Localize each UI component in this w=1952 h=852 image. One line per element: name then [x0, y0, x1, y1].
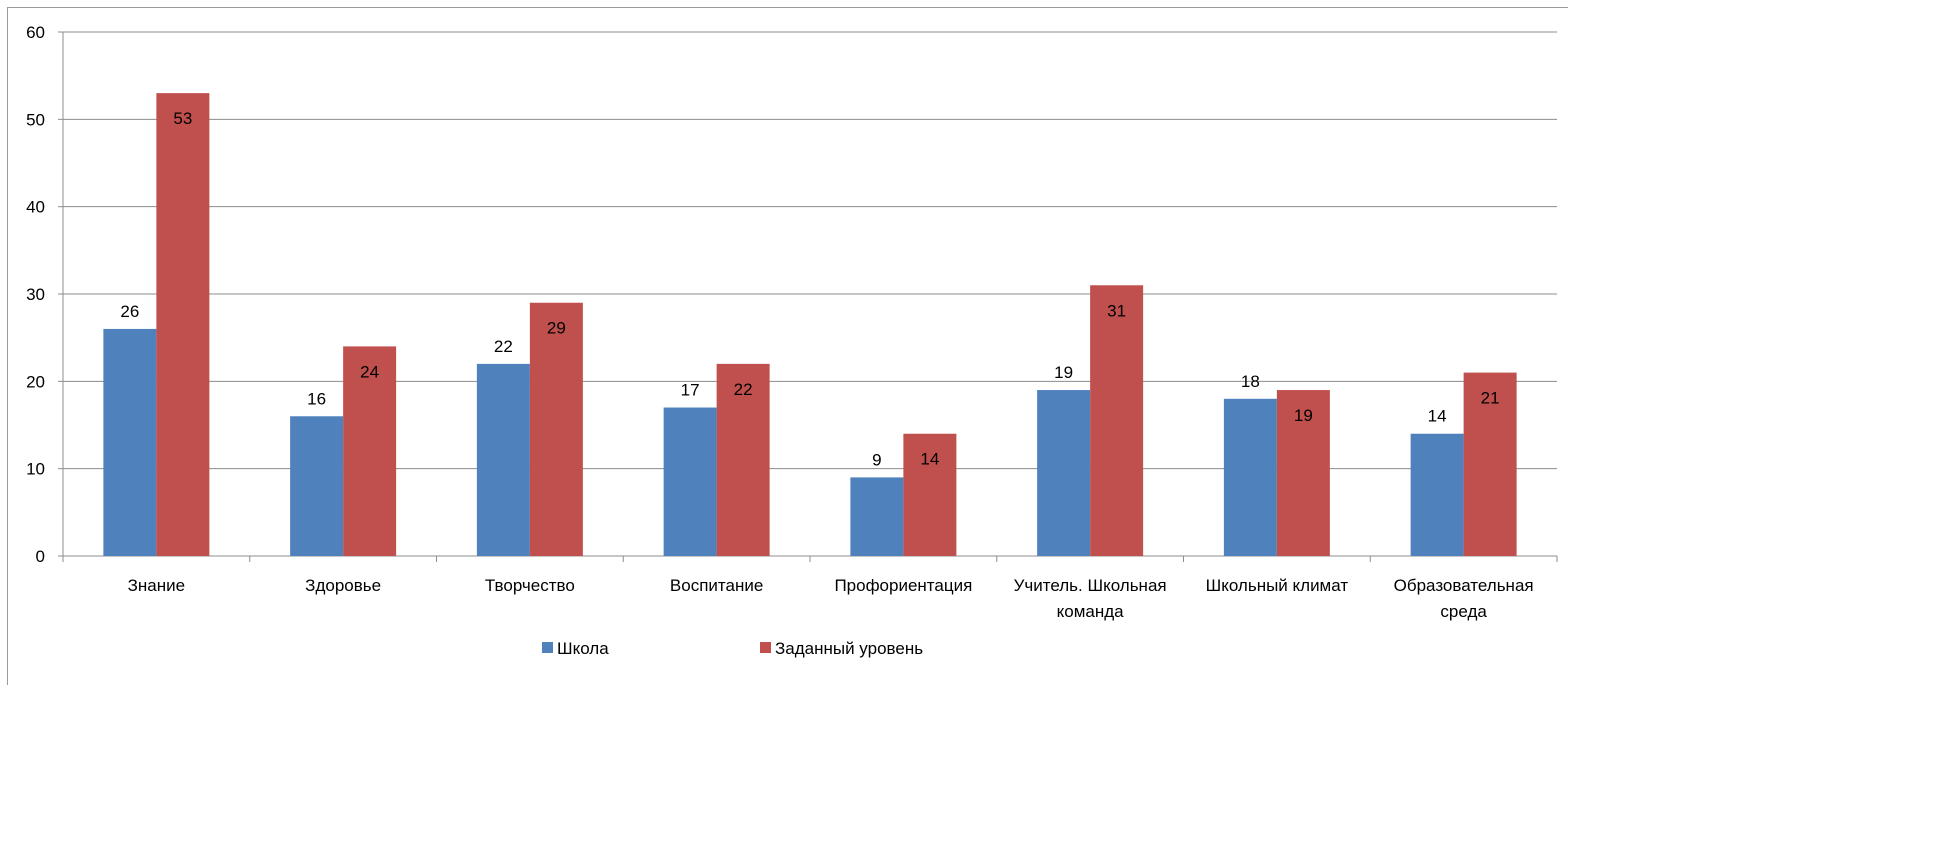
bar-zadannyi-uroven: [1463, 372, 1517, 556]
bar-chart: 0 10 20 30 40 50 60 Знание Здоровье Творчество Вос…: [7, 7, 1568, 685]
bar-shkola: [476, 363, 530, 556]
data-label: 22: [734, 380, 753, 399]
y-tick-label: 50: [26, 110, 45, 129]
bar-zadannyi-uroven: [716, 363, 770, 556]
data-label: 26: [120, 302, 139, 321]
bars: [103, 93, 1517, 556]
bar-shkola: [1037, 390, 1091, 556]
bar-shkola: [850, 477, 904, 556]
data-label: 14: [920, 450, 939, 469]
data-label: 19: [1294, 406, 1313, 425]
bar-shkola: [1410, 433, 1464, 556]
x-category-label: Здоровье: [305, 576, 381, 595]
legend-label: Заданный уровень: [775, 639, 923, 658]
bar-zadannyi-uroven: [343, 346, 397, 556]
data-label: 9: [872, 450, 881, 469]
legend-label: Школа: [557, 639, 609, 658]
data-label: 16: [307, 389, 326, 408]
x-category-label: Творчество: [485, 576, 575, 595]
data-label: 29: [547, 319, 566, 338]
legend-swatch-shkola: [542, 642, 553, 653]
bar-shkola: [290, 416, 344, 556]
data-label: 53: [173, 109, 192, 128]
data-label: 21: [1481, 389, 1500, 408]
y-tick-label: 10: [26, 460, 45, 479]
bar-zadannyi-uroven: [1090, 285, 1144, 556]
x-category-label: Школьный климат: [1206, 576, 1349, 595]
data-label: 17: [681, 381, 700, 400]
data-label: 22: [494, 337, 513, 356]
y-tick-label: 0: [36, 547, 45, 566]
bar-shkola: [663, 407, 717, 556]
bar-shkola: [103, 328, 157, 556]
data-label: 31: [1107, 301, 1126, 320]
chart-container: 0 10 20 30 40 50 60 Знание Здоровье Творчество Вос…: [7, 7, 1568, 685]
bar-zadannyi-uroven: [1276, 390, 1330, 556]
y-tick-label: 40: [26, 198, 45, 217]
x-category-label: Образовательная: [1394, 576, 1534, 595]
x-category-label: Знание: [128, 576, 185, 595]
data-label: 24: [360, 362, 379, 381]
x-category-label: Профориентация: [834, 576, 972, 595]
data-labels: 26 16 22 17 9 19 18 14 53 24 29 22 14 31 19 21: [120, 109, 1499, 469]
x-category-label: среда: [1440, 602, 1487, 621]
bar-shkola: [1223, 398, 1277, 556]
legend: Школа Заданный уровень: [542, 639, 923, 658]
data-label: 19: [1054, 363, 1073, 382]
legend-swatch-zadannyi-uroven: [760, 642, 771, 653]
data-label: 14: [1428, 407, 1447, 426]
bar-zadannyi-uroven: [903, 433, 957, 556]
x-category-label: Воспитание: [670, 576, 763, 595]
x-category-label: команда: [1057, 602, 1125, 621]
y-tick-label: 60: [26, 23, 45, 42]
x-category-label: Учитель. Школьная: [1014, 576, 1167, 595]
bar-zadannyi-uroven: [529, 302, 583, 556]
chart-frame: [7, 7, 1568, 685]
bar-zadannyi-uroven: [156, 93, 210, 556]
y-tick-label: 20: [26, 372, 45, 391]
data-label: 18: [1241, 372, 1260, 391]
y-tick-label: 30: [26, 285, 45, 304]
